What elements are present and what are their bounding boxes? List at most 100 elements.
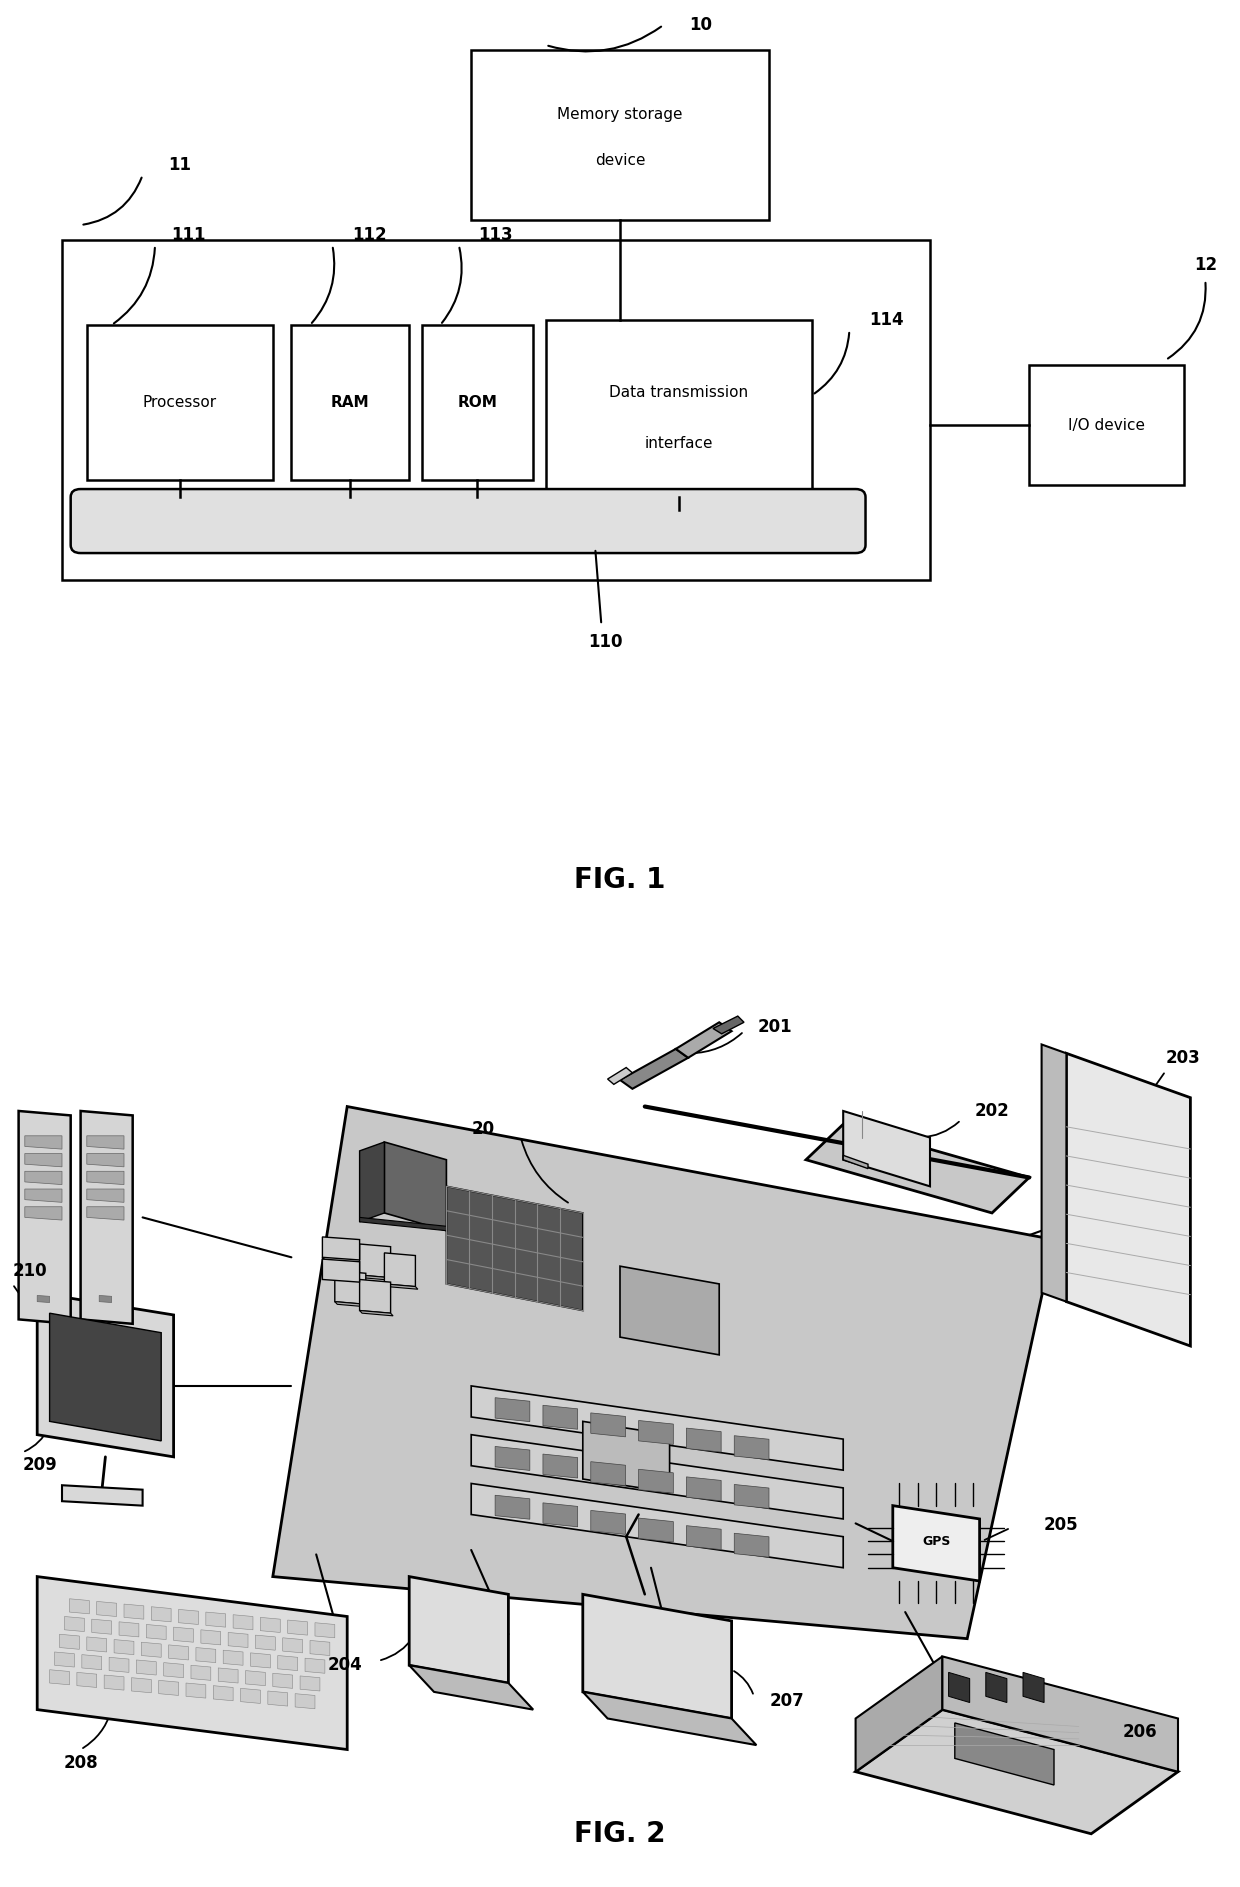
Polygon shape <box>734 1534 769 1557</box>
Polygon shape <box>986 1672 1007 1702</box>
Polygon shape <box>322 1259 360 1281</box>
Polygon shape <box>471 1483 843 1568</box>
Polygon shape <box>151 1606 171 1621</box>
Polygon shape <box>179 1610 198 1625</box>
Polygon shape <box>87 1189 124 1202</box>
Polygon shape <box>384 1253 415 1287</box>
Polygon shape <box>620 1266 719 1355</box>
Text: 113: 113 <box>479 226 513 243</box>
Text: 209: 209 <box>22 1457 57 1474</box>
Polygon shape <box>273 1106 1054 1638</box>
Polygon shape <box>55 1651 74 1666</box>
Text: 12: 12 <box>1194 257 1216 274</box>
Polygon shape <box>169 1645 188 1661</box>
Polygon shape <box>64 1617 84 1632</box>
Polygon shape <box>81 1111 133 1325</box>
Polygon shape <box>288 1621 308 1636</box>
Polygon shape <box>196 1647 216 1662</box>
Polygon shape <box>87 1208 124 1221</box>
Polygon shape <box>159 1679 179 1695</box>
Polygon shape <box>25 1136 62 1149</box>
Polygon shape <box>806 1125 1029 1213</box>
Polygon shape <box>543 1455 578 1478</box>
Polygon shape <box>639 1421 673 1444</box>
Polygon shape <box>942 1657 1178 1772</box>
Polygon shape <box>409 1664 533 1710</box>
Polygon shape <box>590 1413 625 1436</box>
Bar <box>62 240 930 579</box>
Polygon shape <box>687 1527 722 1549</box>
Polygon shape <box>246 1670 265 1685</box>
Polygon shape <box>82 1655 102 1670</box>
Polygon shape <box>114 1640 134 1655</box>
Polygon shape <box>1066 1053 1190 1345</box>
Polygon shape <box>856 1710 1178 1834</box>
Text: 210: 210 <box>12 1262 47 1279</box>
Polygon shape <box>446 1187 583 1310</box>
Text: Memory storage: Memory storage <box>557 108 683 123</box>
Text: ROM: ROM <box>458 394 497 409</box>
Polygon shape <box>255 1636 275 1651</box>
Polygon shape <box>131 1678 151 1693</box>
Polygon shape <box>19 1111 71 1325</box>
Polygon shape <box>99 1296 112 1302</box>
Polygon shape <box>119 1621 139 1636</box>
Text: 208: 208 <box>63 1753 98 1772</box>
Polygon shape <box>77 1672 97 1687</box>
Text: 112: 112 <box>352 226 387 243</box>
Polygon shape <box>213 1685 233 1700</box>
Polygon shape <box>223 1651 243 1664</box>
Polygon shape <box>87 1172 124 1185</box>
Text: 11: 11 <box>169 157 191 174</box>
Polygon shape <box>713 1015 744 1034</box>
Polygon shape <box>315 1623 335 1638</box>
Polygon shape <box>1023 1672 1044 1702</box>
Polygon shape <box>843 1111 930 1187</box>
Polygon shape <box>37 1296 50 1302</box>
Polygon shape <box>37 1578 347 1749</box>
Polygon shape <box>25 1172 62 1185</box>
Polygon shape <box>322 1236 360 1261</box>
Text: 203: 203 <box>1166 1049 1200 1066</box>
Bar <box>1029 364 1184 485</box>
FancyBboxPatch shape <box>71 489 866 553</box>
Polygon shape <box>109 1657 129 1672</box>
Polygon shape <box>409 1578 508 1683</box>
Polygon shape <box>191 1664 211 1679</box>
Bar <box>422 325 533 479</box>
Text: 202: 202 <box>975 1102 1009 1121</box>
Polygon shape <box>218 1668 238 1683</box>
Polygon shape <box>734 1485 769 1508</box>
Polygon shape <box>295 1695 315 1710</box>
Polygon shape <box>543 1502 578 1527</box>
Polygon shape <box>228 1632 248 1647</box>
Polygon shape <box>87 1136 124 1149</box>
Polygon shape <box>97 1602 117 1617</box>
Text: I/O device: I/O device <box>1068 417 1146 432</box>
Polygon shape <box>62 1485 143 1506</box>
Polygon shape <box>687 1428 722 1451</box>
Polygon shape <box>734 1436 769 1461</box>
Polygon shape <box>241 1689 260 1704</box>
Polygon shape <box>360 1244 391 1277</box>
Text: 10: 10 <box>689 15 712 34</box>
Polygon shape <box>543 1406 578 1428</box>
Text: FIG. 1: FIG. 1 <box>574 866 666 894</box>
Polygon shape <box>37 1293 174 1457</box>
Polygon shape <box>50 1670 69 1685</box>
Polygon shape <box>471 1434 843 1519</box>
Text: 206: 206 <box>1122 1723 1157 1742</box>
Polygon shape <box>233 1615 253 1630</box>
Bar <box>87 325 273 479</box>
Text: RAM: RAM <box>331 394 370 409</box>
Polygon shape <box>201 1630 221 1645</box>
Polygon shape <box>360 1276 393 1281</box>
Polygon shape <box>124 1604 144 1619</box>
Polygon shape <box>136 1661 156 1676</box>
Polygon shape <box>384 1142 446 1230</box>
Polygon shape <box>25 1208 62 1221</box>
Polygon shape <box>250 1653 270 1668</box>
Bar <box>546 321 812 509</box>
Polygon shape <box>360 1310 393 1315</box>
Polygon shape <box>1042 1045 1066 1302</box>
